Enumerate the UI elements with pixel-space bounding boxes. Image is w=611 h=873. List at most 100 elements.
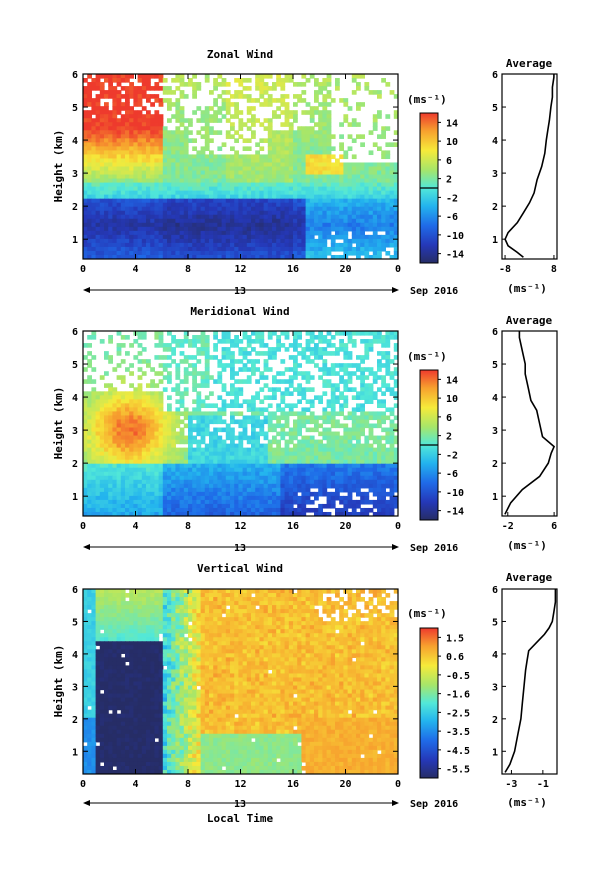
heatmap-cell [108,110,113,115]
heatmap-cell [188,242,193,248]
heatmap-cell [137,495,143,501]
heatmap-cell [213,403,218,409]
heatmap-cell [343,443,349,449]
heatmap-cell [213,467,218,473]
heatmap-cell [150,146,155,152]
heatmap-cell [150,246,155,252]
heatmap-cell [246,226,252,232]
heatmap-cell [95,395,101,400]
heatmap-cell [175,198,181,204]
heatmap-cell [238,126,244,131]
heatmap-cell [309,415,315,421]
heatmap-cell [221,178,227,184]
heatmap-cell [297,138,302,143]
heatmap-cell [188,210,193,216]
heatmap-cell [255,98,260,103]
heatmap-cell [251,250,256,256]
heatmap-cell [221,230,227,236]
heatmap-cell [242,186,248,192]
heatmap-cell [99,499,105,505]
heatmap-cell [301,162,307,168]
heatmap-cell [238,134,244,139]
heatmap-cell [259,495,265,501]
heatmap-cell [234,114,239,119]
heatmap-cell [347,106,353,111]
heatmap-cell [305,182,311,188]
heatmap-cell [133,134,139,139]
heatmap-cell [288,367,294,372]
heatmap-cell [301,250,307,256]
heatmap-cell [259,90,265,95]
heatmap-cell [204,142,210,147]
heatmap-cell [234,379,239,384]
heatmap-cell [175,114,181,119]
heatmap-cell [112,463,118,469]
heatmap-cell [209,455,214,461]
heatmap-cell [288,122,294,127]
heatmap-cell [104,142,109,147]
heatmap-cell [284,154,290,160]
heatmap-cell [133,142,139,147]
heatmap-cell [87,427,92,433]
heatmap-cell [133,415,139,421]
heatmap-cell [217,254,223,259]
heatmap-cell [301,415,307,421]
heatmap-cell [120,74,126,79]
heatmap-cell [112,467,118,473]
heatmap-cell [175,150,181,156]
heatmap-cell [318,166,323,172]
heatmap-cell [146,254,151,259]
heatmap-cell [213,427,218,433]
heatmap-cell [213,98,218,103]
heatmap-cell [293,214,298,220]
heatmap-cell [234,471,239,477]
heatmap-cell [83,122,88,127]
heatmap-cell [301,451,307,457]
heatmap-cell [108,122,113,127]
heatmap-cell [146,218,151,224]
heatmap-cell [280,194,286,200]
heatmap-cell [196,150,202,156]
heatmap-cell [225,170,231,176]
heatmap-cell [330,479,336,485]
heatmap-cell [242,351,248,356]
heatmap-cell [95,122,101,127]
heatmap-cell [112,491,118,497]
heatmap-cell [209,106,214,111]
heatmap-cell [234,343,239,348]
heatmap-cell [284,234,290,240]
heatmap-cell [225,491,231,497]
heatmap-cell [339,459,344,465]
heatmap-cell [343,222,349,228]
heatmap-cell [301,467,307,473]
heatmap-cell [204,158,210,164]
heatmap-cell [381,174,386,180]
heatmap-cell [83,86,88,91]
heatmap-cell [314,427,319,433]
heatmap-cell [175,162,181,168]
heatmap-cell [95,491,101,497]
heatmap-cell [188,158,193,164]
heatmap-cell [242,246,248,252]
heatmap-cell [326,146,332,152]
heatmap-cell [389,375,395,380]
heatmap-cell [255,74,260,79]
heatmap-cell [196,198,202,204]
heatmap-cell [141,82,147,87]
heatmap-cell [175,439,181,445]
heatmap-cell [150,186,155,192]
heatmap-cell [150,102,155,107]
heatmap-cell [293,94,298,99]
heatmap-cell [204,459,210,465]
heatmap-cell [204,146,210,152]
heatmap-cell [372,206,378,212]
heatmap-cell [238,226,244,232]
heatmap-cell [188,339,193,344]
heatmap-cell [217,234,223,240]
heatmap-cell [133,178,139,184]
heatmap-cell [120,491,126,497]
heatmap-cell [179,343,185,348]
heatmap-cell [263,230,269,236]
heatmap-cell [284,238,290,244]
heatmap-cell [108,178,113,184]
